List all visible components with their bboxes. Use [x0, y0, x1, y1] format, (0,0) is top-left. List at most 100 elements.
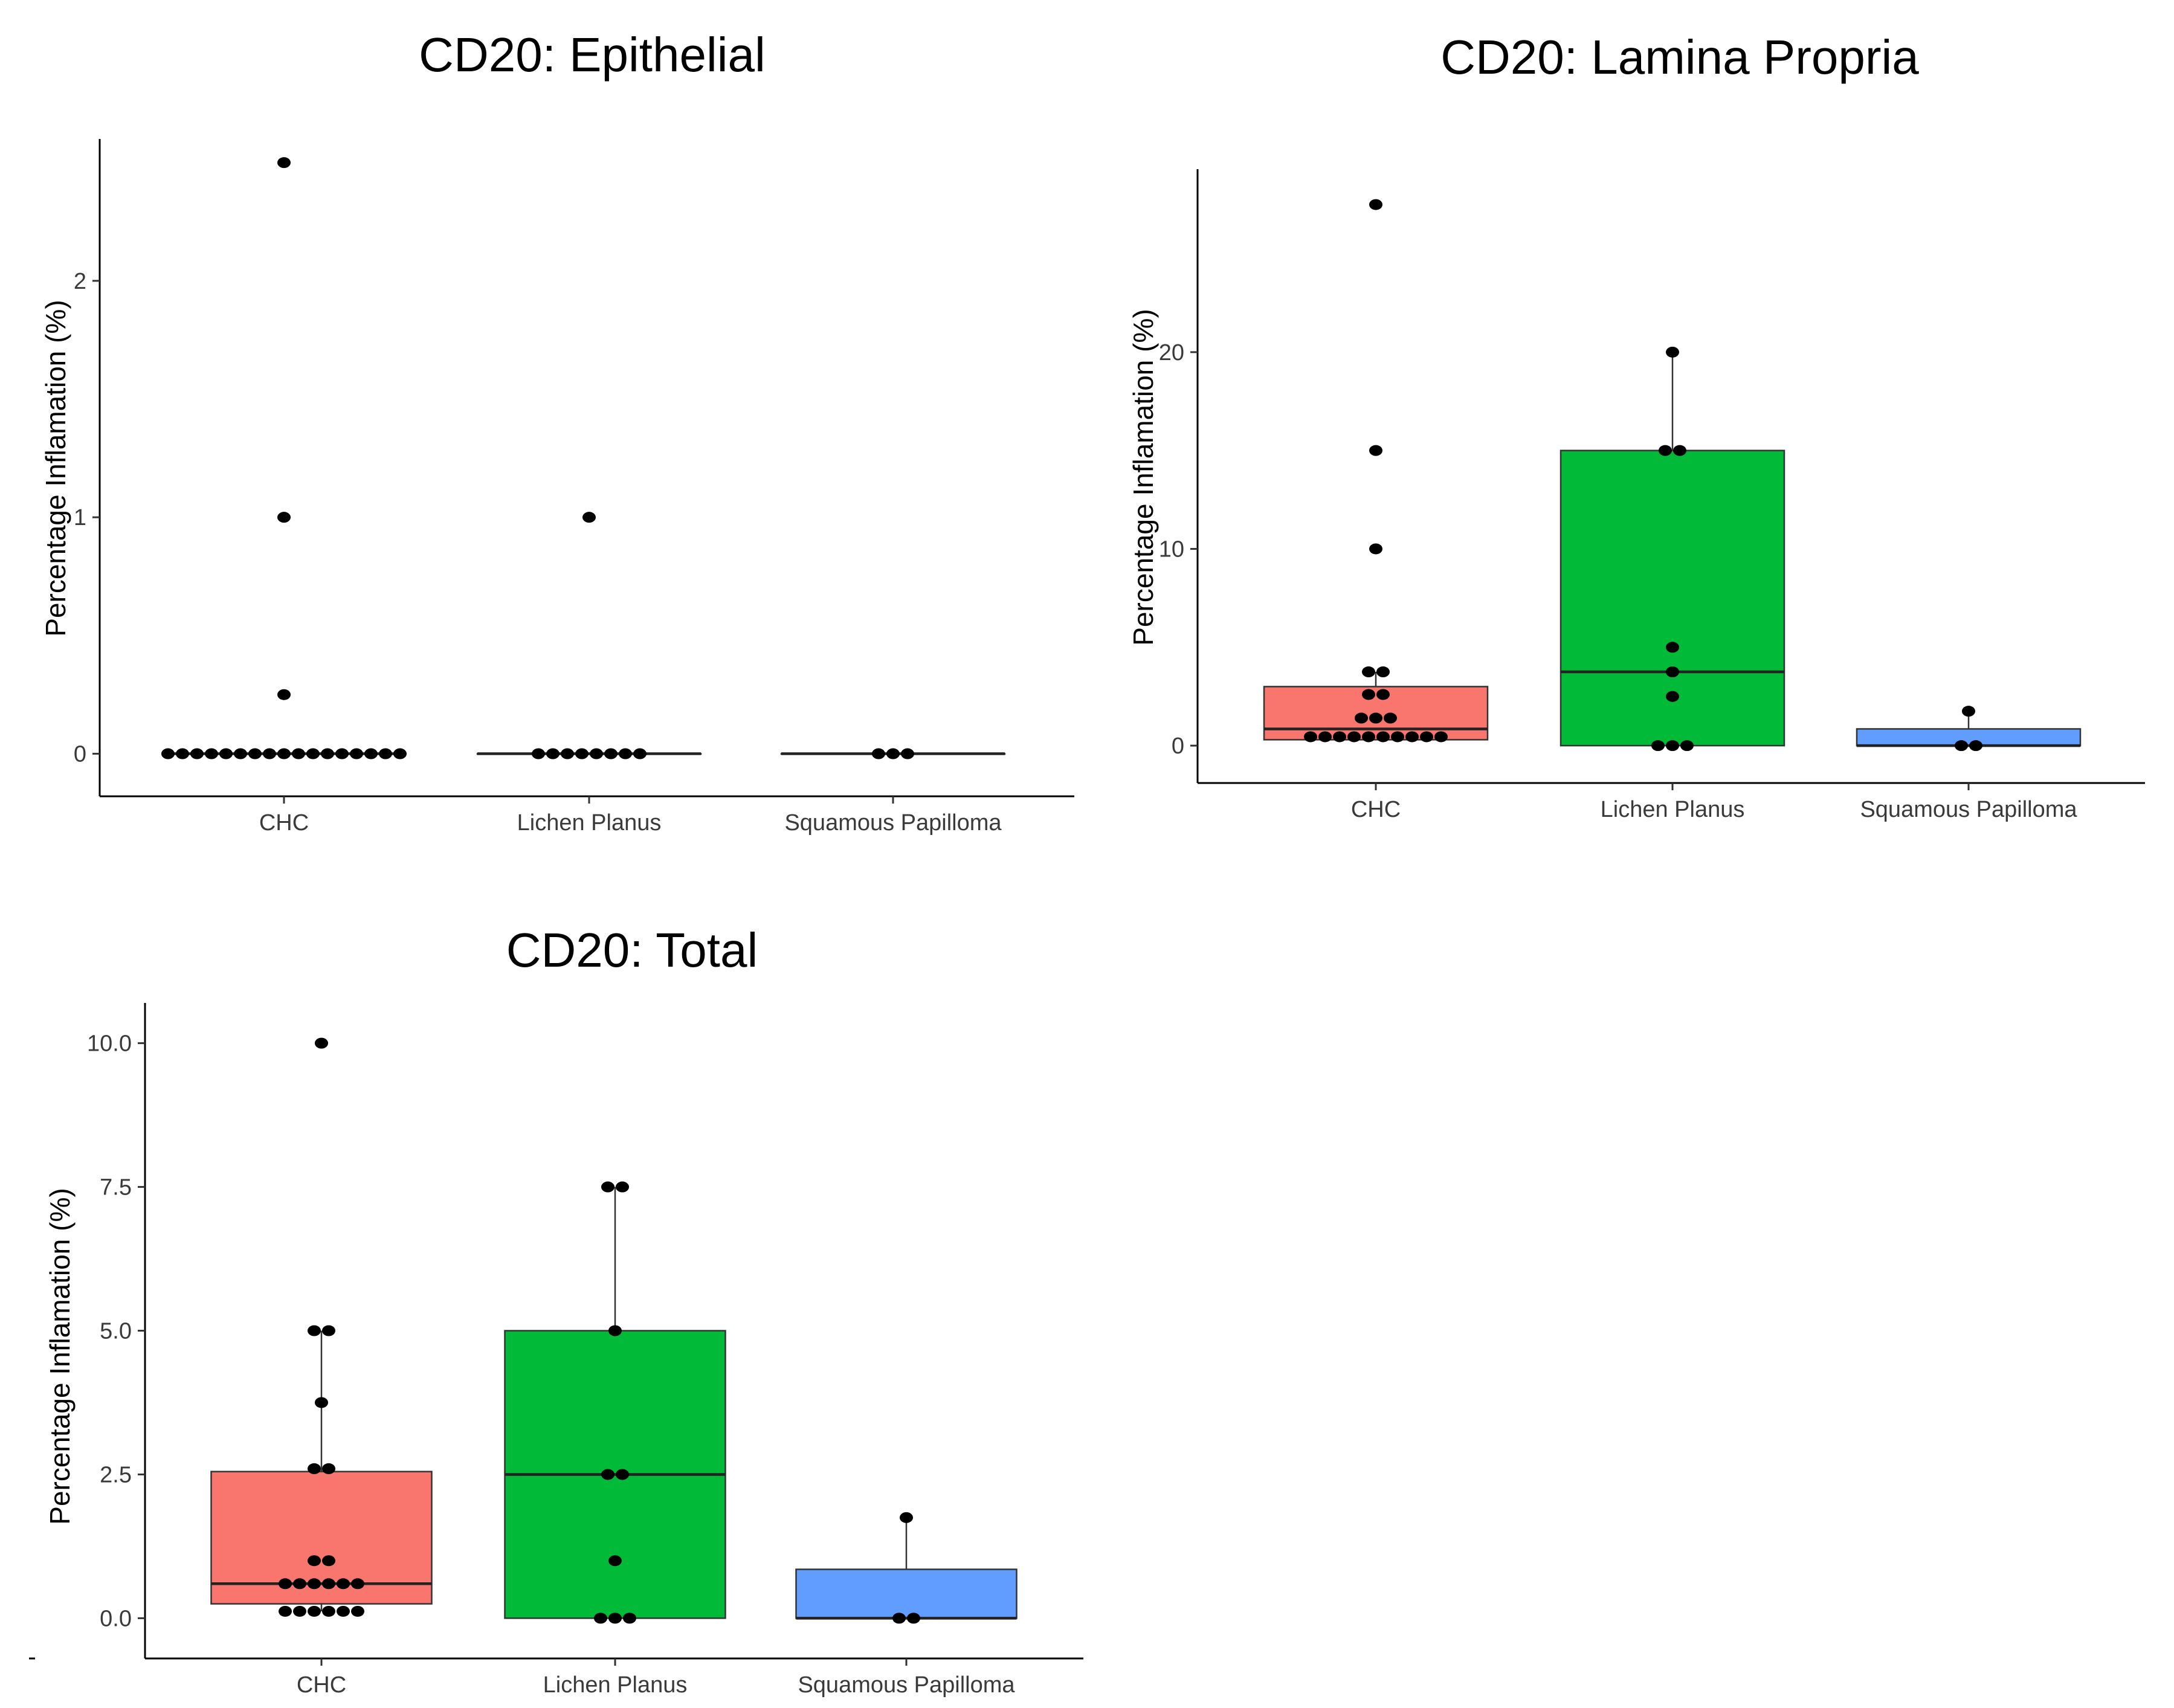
y-axis-label: Percentage Inflamation (%)	[44, 1188, 76, 1524]
data-point	[892, 1613, 906, 1624]
x-tick-label: Squamous Papilloma	[1860, 797, 2077, 822]
y-tick-label: 5.0	[100, 1319, 132, 1344]
data-point	[351, 1605, 364, 1617]
x-tick-label: CHC	[1351, 797, 1401, 822]
data-point	[886, 748, 900, 759]
data-point	[1355, 712, 1368, 724]
data-point	[608, 1325, 622, 1336]
chart-title: CD20: Lamina Propria	[1440, 30, 1919, 84]
data-point	[900, 1512, 913, 1523]
y-tick-label: 10	[1159, 537, 1184, 562]
data-point	[315, 1037, 328, 1049]
chart-title: CD20: Total	[506, 923, 758, 977]
data-point	[623, 1613, 636, 1624]
data-point	[277, 748, 291, 759]
data-point	[322, 1605, 335, 1617]
data-point	[219, 748, 233, 759]
data-point	[619, 748, 632, 759]
data-point	[277, 157, 291, 169]
data-point	[1666, 691, 1679, 702]
data-point	[279, 1605, 292, 1617]
y-tick-label: 0	[1172, 733, 1184, 759]
data-point	[321, 748, 334, 759]
data-point	[1680, 740, 1694, 752]
chart-panel-2: CD20: Lamina Propria Percentage Inflamati…	[1127, 30, 2145, 822]
data-point	[293, 1578, 306, 1590]
y-tick-label: 2.5	[100, 1462, 132, 1487]
data-point	[601, 1469, 614, 1480]
data-point	[1376, 689, 1390, 700]
data-point	[1369, 199, 1382, 210]
data-point	[306, 748, 320, 759]
chart-panel-1: CD20: Epithelial Percentage Inflamation (…	[40, 28, 1074, 836]
data-point	[1666, 346, 1679, 358]
data-point	[608, 1613, 622, 1624]
data-point	[308, 1463, 321, 1474]
data-point	[608, 1555, 622, 1567]
data-point	[1304, 731, 1317, 743]
x-tick-label: Lichen Planus	[543, 1672, 688, 1698]
data-point	[633, 748, 647, 759]
data-point	[350, 748, 363, 759]
data-point	[1369, 445, 1382, 456]
data-point	[1369, 712, 1382, 724]
data-point	[279, 1578, 292, 1590]
box-2	[795, 1568, 1018, 1619]
data-point	[161, 748, 175, 759]
data-point	[1434, 731, 1448, 743]
data-point	[872, 748, 885, 759]
data-point	[277, 512, 291, 523]
data-point	[616, 1181, 629, 1193]
data-point	[1384, 712, 1397, 724]
y-tick-label: 0.0	[100, 1606, 132, 1631]
data-point	[1659, 445, 1672, 456]
data-point	[308, 1555, 321, 1567]
data-point	[532, 748, 545, 759]
data-point	[1347, 731, 1361, 743]
data-point	[322, 1578, 335, 1590]
data-point	[1376, 731, 1390, 743]
y-tick-label: 2	[74, 269, 86, 294]
data-point	[248, 748, 262, 759]
x-tick-label: CHC	[297, 1672, 346, 1698]
data-point	[351, 1578, 364, 1590]
y-tick-label: 0	[74, 742, 86, 767]
data-point	[1420, 731, 1433, 743]
data-point	[1962, 706, 1975, 717]
data-point	[190, 748, 204, 759]
data-point	[1651, 740, 1665, 752]
data-point	[322, 1463, 335, 1474]
data-point	[616, 1469, 629, 1480]
data-point	[234, 748, 247, 759]
chart-title: CD20: Epithelial	[419, 28, 766, 82]
data-point	[393, 748, 407, 759]
data-point	[1955, 740, 1968, 752]
data-point	[322, 1555, 335, 1567]
data-point	[604, 748, 618, 759]
data-point	[315, 1397, 328, 1408]
data-point	[1333, 731, 1346, 743]
data-point	[176, 748, 189, 759]
data-point	[337, 1605, 350, 1617]
data-point	[1362, 666, 1375, 678]
data-point	[364, 748, 378, 759]
data-point	[907, 1613, 920, 1624]
data-point	[1362, 731, 1375, 743]
data-point	[1376, 666, 1390, 678]
data-point	[1369, 543, 1382, 555]
data-point	[590, 748, 603, 759]
y-axis-label: Percentage Inflamation (%)	[1127, 309, 1159, 645]
x-tick-label: Lichen Planus	[517, 810, 662, 836]
y-tick-label: 20	[1159, 340, 1184, 366]
y-axis-label: Percentage Inflamation (%)	[40, 300, 71, 636]
x-tick-label: Lichen Planus	[1601, 797, 1745, 822]
data-point	[1391, 731, 1404, 743]
data-point	[546, 748, 560, 759]
data-point	[263, 748, 276, 759]
data-point	[1405, 731, 1419, 743]
data-point	[1673, 445, 1686, 456]
data-point	[205, 748, 218, 759]
data-point	[277, 689, 291, 700]
y-tick-label: 7.5	[100, 1175, 132, 1200]
data-point	[308, 1605, 321, 1617]
